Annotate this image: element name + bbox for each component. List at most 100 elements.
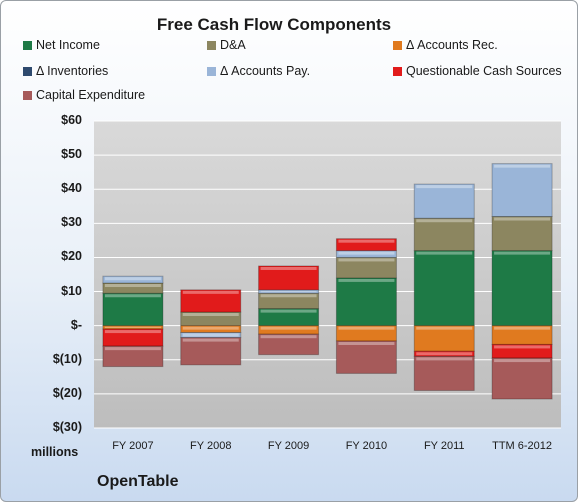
bar-highlight [416, 185, 473, 189]
bar-highlight [494, 345, 551, 349]
bar-segment [491, 163, 553, 218]
bar-segment [258, 265, 320, 291]
bar-highlight [104, 294, 161, 298]
legend-swatch [207, 40, 216, 50]
bar-segment [413, 217, 475, 252]
bar-highlight [416, 219, 473, 223]
bar-segment [335, 238, 397, 252]
bar-highlight [494, 164, 551, 168]
bar-highlight [494, 326, 551, 330]
company-name: OpenTable [97, 473, 179, 490]
y-tick-label: $(20) [52, 385, 82, 400]
bar-highlight [260, 309, 317, 313]
bar-highlight [416, 352, 473, 356]
bar-highlight [182, 333, 239, 337]
bar-segment [102, 275, 164, 284]
unit-label: millions [31, 445, 79, 459]
x-tick-label: FY 2011 [423, 440, 465, 452]
x-tick-label: TTM 6-2012 [492, 440, 553, 452]
legend-item: Δ Inventories [23, 64, 108, 78]
legend-label: Δ Inventories [36, 64, 109, 78]
bar-highlight [494, 251, 551, 255]
bar-highlight [182, 290, 239, 294]
legend-label: Δ Accounts Pay. [220, 64, 311, 78]
bar-highlight [104, 330, 161, 334]
bar-segment [258, 333, 320, 356]
bar-highlight [104, 326, 161, 329]
bar-highlight [182, 313, 239, 317]
bar-segment [413, 325, 475, 352]
legend-swatch [393, 66, 402, 76]
bar-segment [413, 183, 475, 219]
bar-highlight [338, 258, 395, 262]
bar-segment [180, 337, 242, 366]
bar-highlight [494, 359, 551, 363]
bar-highlight [182, 326, 239, 330]
legend-item: Capital Expenditure [23, 88, 145, 102]
legend-item: Δ Accounts Pay. [207, 64, 310, 78]
y-tick-label: $- [70, 317, 82, 332]
bar-highlight [260, 290, 317, 293]
x-tick-label: FY 2007 [112, 440, 154, 452]
legend-label: Δ Accounts Rec. [406, 38, 498, 52]
legend-swatch [393, 40, 402, 50]
legend-label: D&A [220, 38, 246, 52]
legend-item: Questionable Cash Sources [393, 64, 562, 78]
bar-highlight [260, 294, 317, 298]
bar-highlight [260, 326, 317, 330]
bar-highlight [260, 266, 317, 270]
bar-highlight [104, 347, 161, 351]
plot-background [94, 121, 561, 428]
bar-highlight [416, 326, 473, 330]
bar-segment [102, 325, 164, 330]
bar-segment [491, 216, 553, 252]
bar-highlight [494, 217, 551, 221]
bar-segment [102, 345, 164, 368]
legend-label: Questionable Cash Sources [406, 64, 562, 78]
bar-segment [413, 250, 475, 327]
legend-swatch [23, 90, 32, 100]
bar-segment [258, 325, 320, 335]
bar-segment [335, 277, 397, 327]
bar-highlight [104, 277, 161, 281]
legend-swatch [23, 40, 32, 50]
bar-segment [491, 357, 553, 400]
y-tick-label: $10 [61, 283, 82, 298]
bar-highlight [338, 239, 395, 243]
legend-item: D&A [207, 38, 246, 52]
bar-highlight [338, 251, 395, 255]
bar-highlight [260, 335, 317, 339]
legend-label: Capital Expenditure [36, 88, 146, 102]
y-tick-label: $(10) [52, 351, 82, 366]
bar-highlight [338, 326, 395, 330]
chart-title: Free Cash Flow Components [156, 15, 392, 34]
x-tick-label: FY 2009 [267, 440, 310, 452]
x-tick-label: FY 2008 [190, 440, 232, 452]
bar-segment [491, 343, 553, 359]
bar-highlight [182, 338, 239, 342]
y-tick-label: $(30) [52, 420, 82, 434]
bar-highlight [104, 284, 161, 288]
bar-highlight [416, 251, 473, 255]
bar-segment [102, 292, 164, 327]
legend-swatch [207, 66, 216, 76]
y-tick-label: $40 [61, 181, 82, 196]
legend-swatch [23, 66, 32, 76]
bar-segment [491, 250, 553, 327]
bar-segment [413, 355, 475, 391]
bar-highlight [338, 278, 395, 282]
legend-label: Net Income [36, 38, 100, 52]
bar-highlight [338, 342, 395, 346]
legend-item: Δ Accounts Rec. [393, 38, 498, 52]
y-tick-label: $60 [61, 113, 82, 127]
bar-highlight [416, 357, 473, 361]
y-tick-label: $20 [61, 249, 82, 264]
legend-item: Net Income [23, 38, 100, 52]
bar-segment [180, 289, 242, 313]
bar-segment [335, 340, 397, 374]
x-tick-label: FY 2010 [345, 440, 388, 452]
y-tick-label: $50 [61, 147, 82, 162]
y-tick-label: $30 [61, 215, 82, 230]
